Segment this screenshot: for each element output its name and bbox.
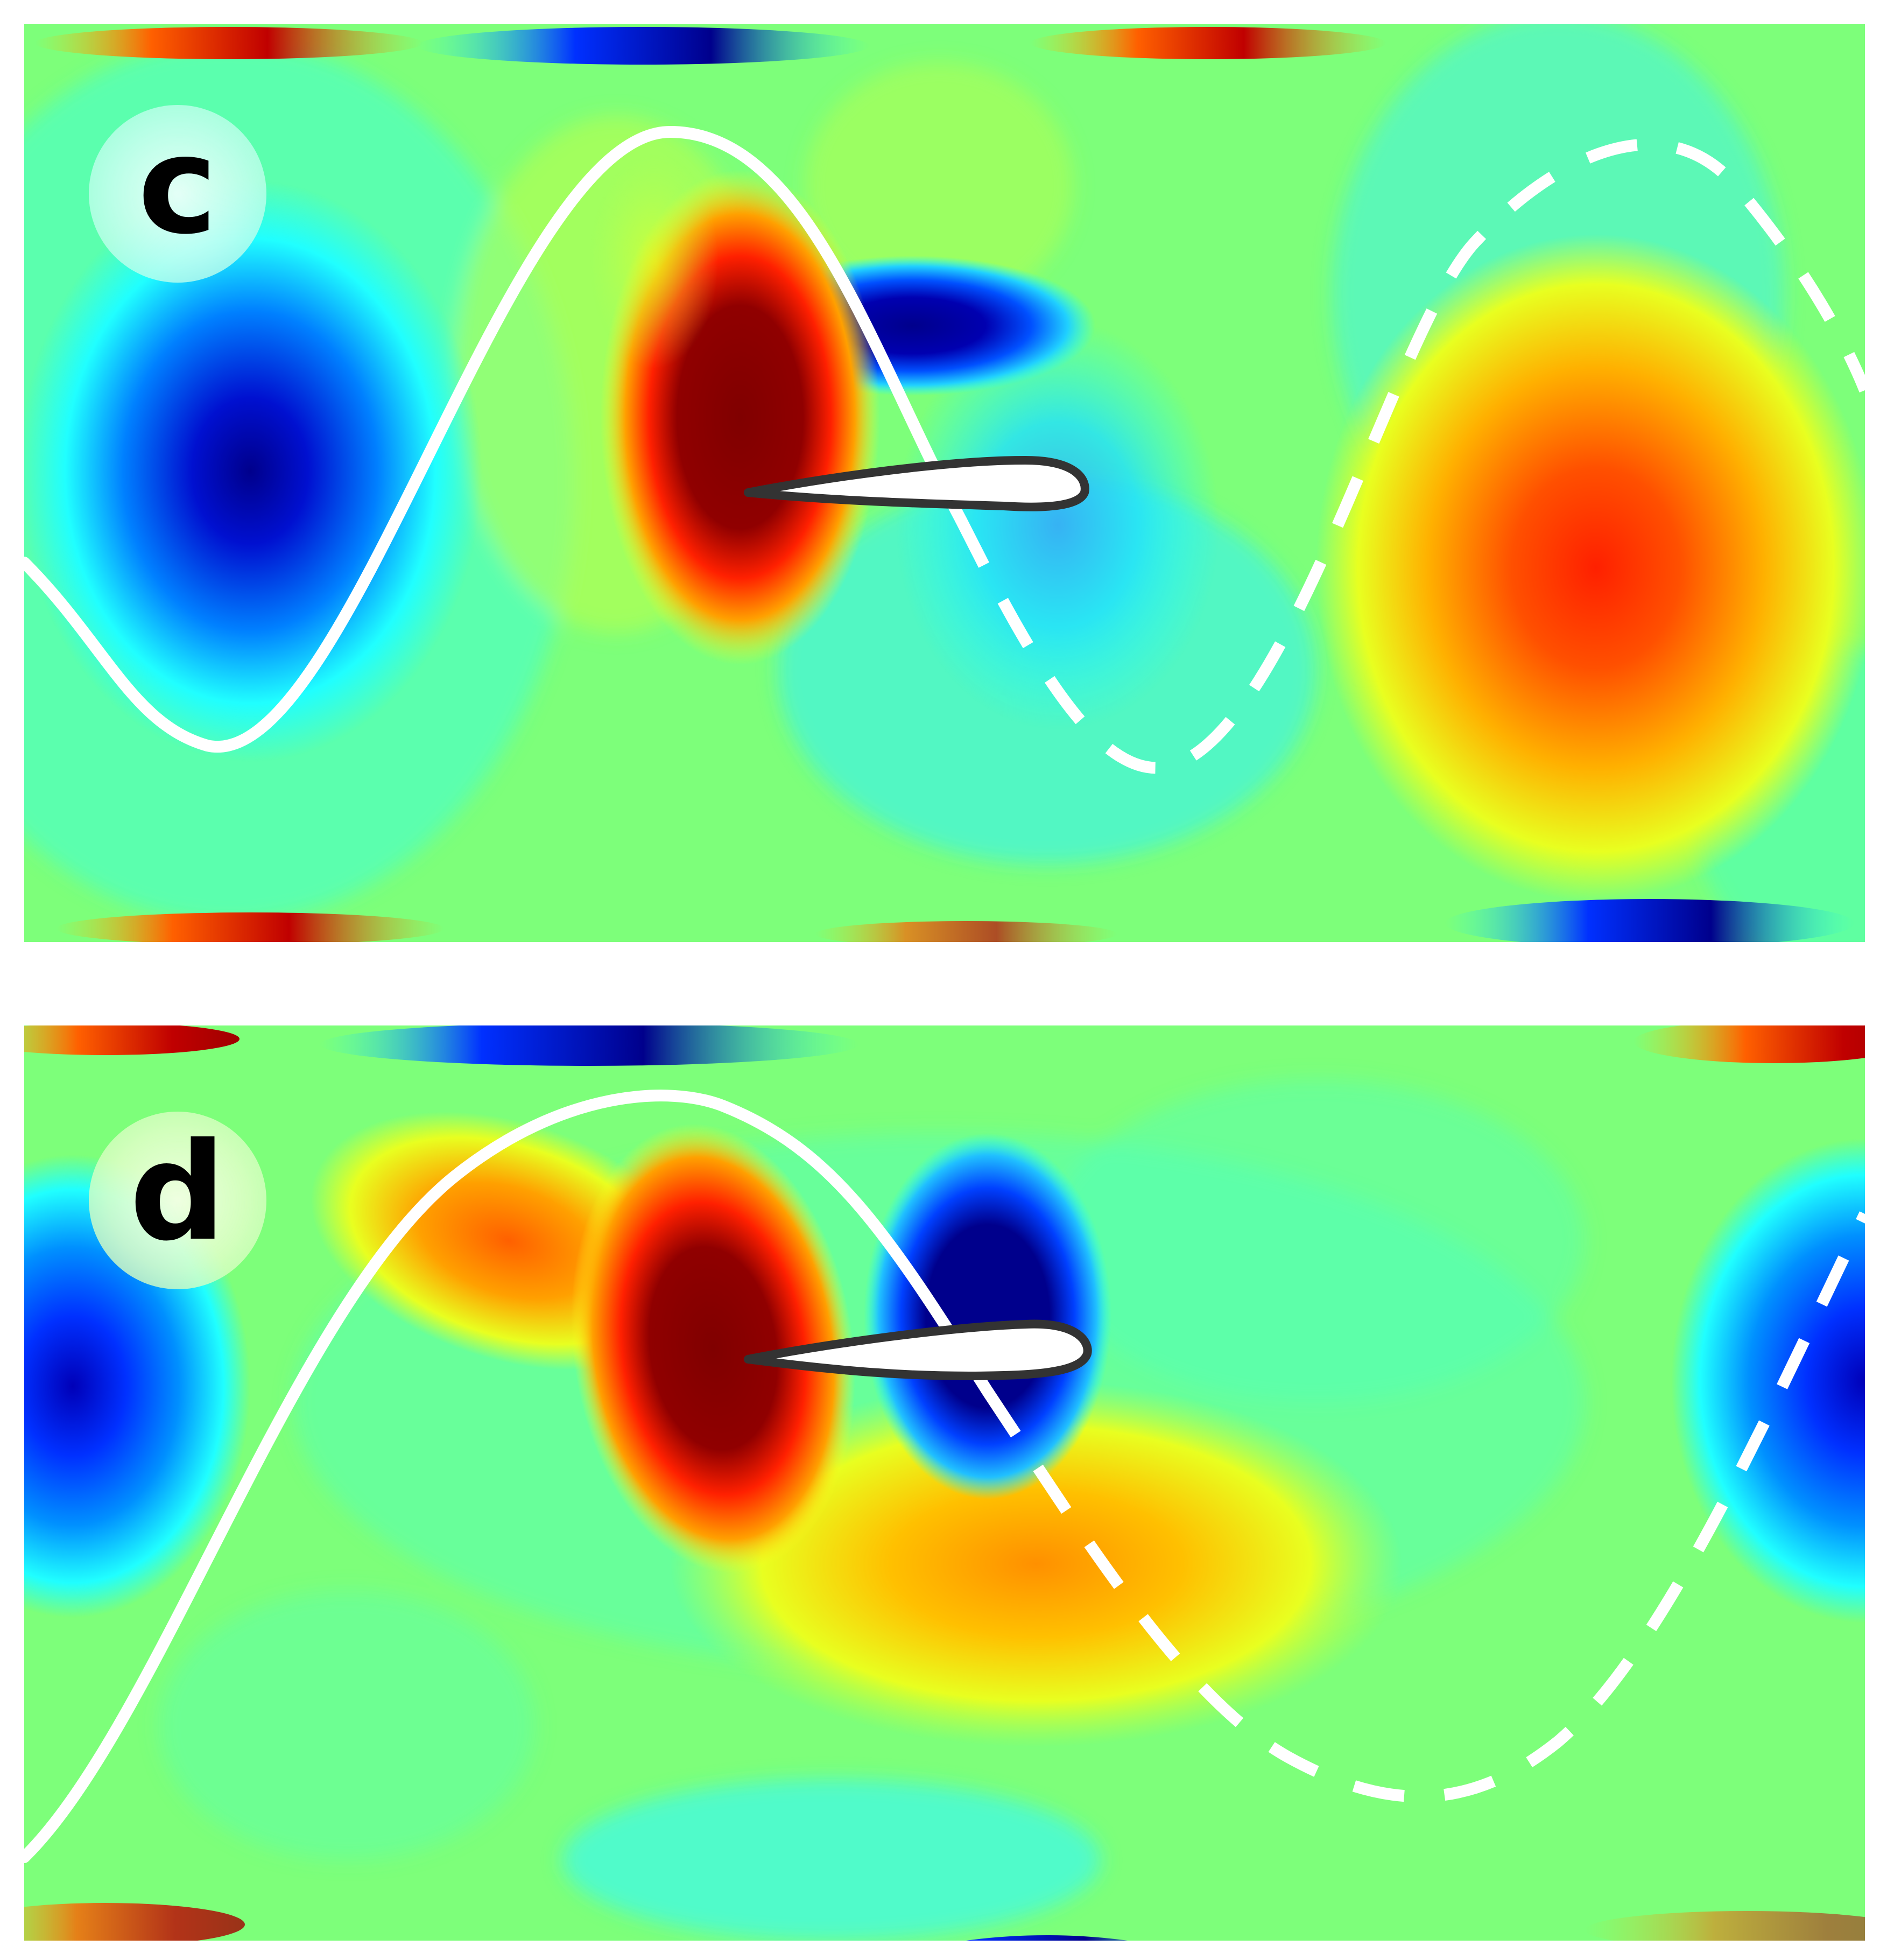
panel-c-label: c <box>137 107 218 264</box>
panel-d-dark-red-vortex <box>571 1123 856 1573</box>
panel-d-vorticity-field: d <box>24 1025 1865 1941</box>
panel-d-label: d <box>129 1114 226 1270</box>
panel-c-dashed-trajectory-line <box>955 138 1865 774</box>
panel-d-dashed-trajectory-line <box>982 1211 1865 1803</box>
panel-d-contour-plot <box>24 1025 1865 1941</box>
panel-d-label-badge: d <box>89 1112 266 1289</box>
panel-d-dark-blue-vortex <box>864 1133 1111 1499</box>
panel-d-solid-trajectory-line <box>24 1090 994 1863</box>
panel-c-vorticity-field: c <box>24 24 1865 942</box>
panel-c-contour-plot <box>24 24 1865 942</box>
panel-c-left-blue-vortex <box>24 180 482 762</box>
panel-d-orange-region <box>670 1381 1402 1747</box>
panel-c-solid-trajectory-line <box>24 125 967 753</box>
panel-d-airfoil-shape <box>744 1319 1092 1380</box>
panel-c-right-red-vortex <box>1316 234 1865 902</box>
panel-c-label-badge: c <box>89 105 266 283</box>
panel-c-airfoil-shape <box>744 456 1089 511</box>
panel-d-right-blue-vortex <box>1671 1139 1865 1623</box>
